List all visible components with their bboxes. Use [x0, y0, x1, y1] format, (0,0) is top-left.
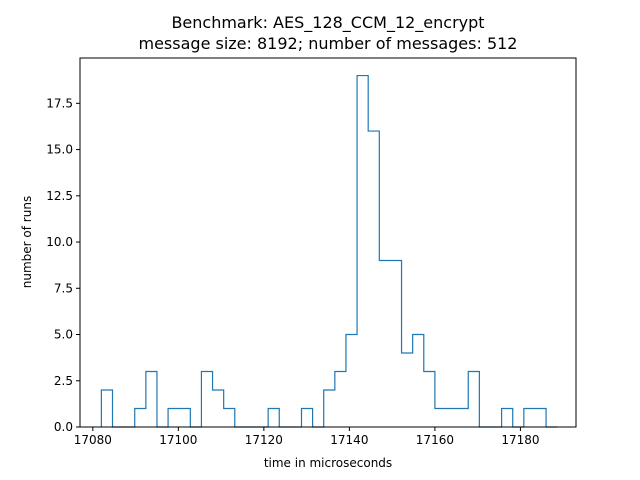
- x-axis-label: time in microseconds: [264, 456, 392, 470]
- y-tick-label: 0.0: [54, 420, 73, 434]
- y-tick-label: 15.0: [46, 143, 73, 157]
- y-axis-label: number of runs: [20, 196, 34, 288]
- x-tick-label: 17140: [330, 433, 368, 447]
- x-tick-label: 17180: [501, 433, 539, 447]
- x-tick-label: 17120: [245, 433, 283, 447]
- y-axis-ticks: 0.0 2.5 5.0 7.5 10.0 12.5 15.0 17.5: [46, 96, 80, 434]
- y-tick-label: 10.0: [46, 235, 73, 249]
- chart-title: Benchmark: AES_128_CCM_12_encrypt: [171, 13, 484, 33]
- y-tick-label: 2.5: [54, 374, 73, 388]
- x-axis-ticks: 17080 17100 17120 17140 17160 17180: [74, 427, 540, 447]
- x-tick-label: 17160: [416, 433, 454, 447]
- y-tick-label: 7.5: [54, 281, 73, 295]
- y-tick-label: 5.0: [54, 328, 73, 342]
- histogram-step-line: [100, 74, 558, 428]
- x-tick-label: 17080: [74, 433, 112, 447]
- x-tick-label: 17100: [159, 433, 197, 447]
- y-tick-label: 17.5: [46, 96, 73, 110]
- y-tick-label: 12.5: [46, 189, 73, 203]
- plot-frame: [79, 57, 577, 428]
- chart-subtitle: message size: 8192; number of messages: …: [139, 34, 518, 53]
